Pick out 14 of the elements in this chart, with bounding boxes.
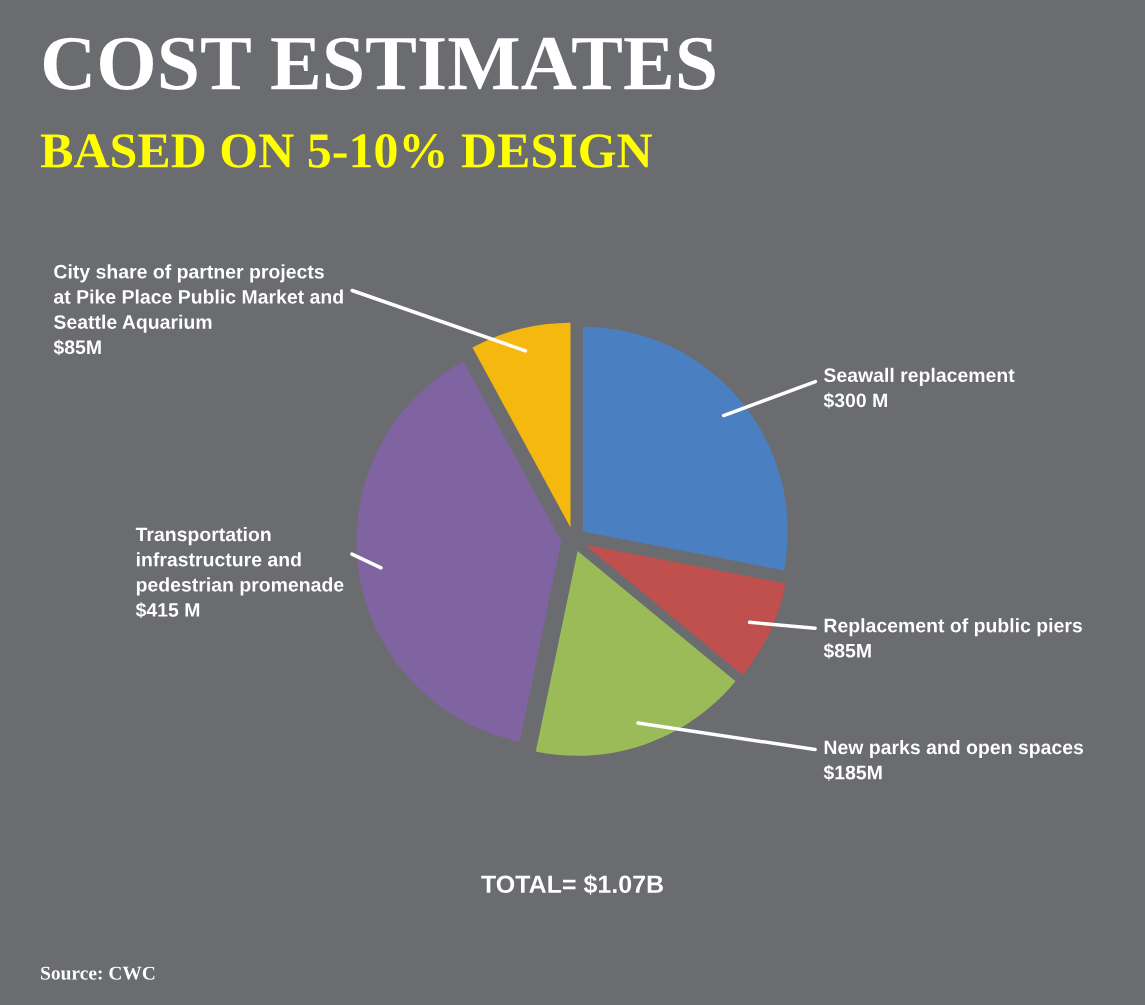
slice-label: City share of partner projects at Pike Place Public Market and Seattle Aquarium — [53, 264, 343, 333]
data-label: $85M — [53, 339, 101, 356]
slice-label: Replacement of public piers — [824, 618, 1082, 637]
chart-title: COST ESTIMATES — [43, 37, 715, 90]
data-label: $185M — [823, 764, 882, 781]
data-label: $300 M — [823, 392, 887, 409]
data-label: $415 M — [135, 602, 200, 619]
slice-label: Seawall replacement — [823, 367, 1015, 386]
slice-label: New parks and open spaces — [824, 739, 1084, 759]
data-label: $85M — [823, 642, 871, 659]
chart-subtitle: BASED ON 5-10% DESIGN — [40, 134, 653, 169]
text: TOTAL= $1.07B — [481, 874, 663, 895]
source-note: Source: CWC — [41, 966, 155, 980]
slice-label: Transportation infrastructure and pedestrian promenade — [135, 527, 344, 596]
